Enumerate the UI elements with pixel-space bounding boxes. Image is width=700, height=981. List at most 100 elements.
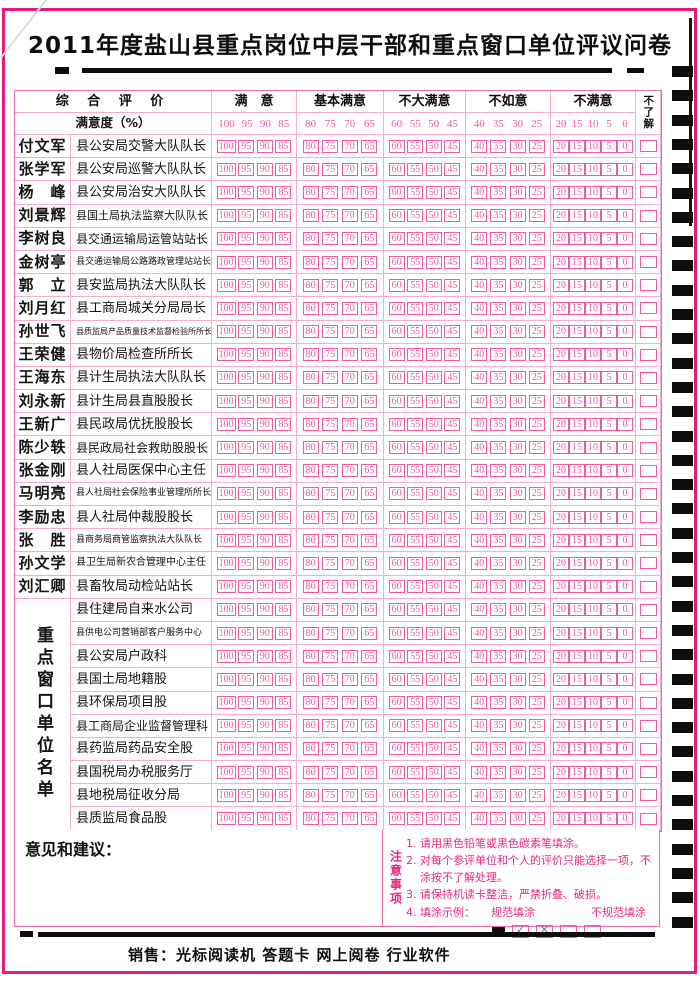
bubble-25[interactable]: 25 — [528, 348, 545, 362]
bubble-75[interactable]: 75 — [322, 371, 339, 385]
unknown-checkbox[interactable] — [639, 812, 657, 825]
bubble-10[interactable]: 10 — [585, 394, 601, 408]
bubble-40[interactable]: 40 — [471, 301, 488, 315]
bubble-45[interactable]: 45 — [444, 394, 461, 408]
bubble-35[interactable]: 35 — [490, 441, 507, 455]
bubble-15[interactable]: 15 — [569, 788, 585, 802]
bubble-95[interactable]: 95 — [238, 325, 255, 339]
bubble-40[interactable]: 40 — [471, 580, 488, 594]
bubble-95[interactable]: 95 — [238, 742, 255, 756]
bubble-85[interactable]: 85 — [275, 580, 292, 594]
bubble-100[interactable]: 100 — [216, 185, 236, 199]
unknown-checkbox[interactable] — [639, 464, 657, 477]
bubble-60[interactable]: 60 — [388, 325, 405, 339]
bubble-85[interactable]: 85 — [275, 278, 292, 292]
bubble-30[interactable]: 30 — [509, 278, 526, 292]
bubble-15[interactable]: 15 — [569, 139, 585, 153]
bubble-5[interactable]: 5 — [601, 765, 617, 779]
bubble-35[interactable]: 35 — [490, 139, 507, 153]
bubble-0[interactable]: 0 — [617, 649, 633, 663]
bubble-75[interactable]: 75 — [322, 510, 339, 524]
bubble-30[interactable]: 30 — [509, 464, 526, 478]
bubble-90[interactable]: 90 — [256, 371, 273, 385]
bubble-5[interactable]: 5 — [601, 580, 617, 594]
bubble-60[interactable]: 60 — [388, 371, 405, 385]
bubble-25[interactable]: 25 — [528, 139, 545, 153]
bubble-90[interactable]: 90 — [256, 696, 273, 710]
bubble-10[interactable]: 10 — [585, 371, 601, 385]
bubble-55[interactable]: 55 — [407, 325, 424, 339]
bubble-0[interactable]: 0 — [617, 742, 633, 756]
bubble-35[interactable]: 35 — [490, 533, 507, 547]
bubble-50[interactable]: 50 — [425, 232, 442, 246]
bubble-15[interactable]: 15 — [569, 162, 585, 176]
bubble-85[interactable]: 85 — [275, 626, 292, 640]
bubble-10[interactable]: 10 — [585, 765, 601, 779]
bubble-40[interactable]: 40 — [471, 626, 488, 640]
bubble-50[interactable]: 50 — [425, 788, 442, 802]
bubble-90[interactable]: 90 — [256, 441, 273, 455]
bubble-5[interactable]: 5 — [601, 325, 617, 339]
bubble-60[interactable]: 60 — [388, 209, 405, 223]
bubble-10[interactable]: 10 — [585, 417, 601, 431]
bubble-5[interactable]: 5 — [601, 603, 617, 617]
bubble-55[interactable]: 55 — [407, 464, 424, 478]
unknown-checkbox[interactable] — [639, 441, 657, 454]
bubble-100[interactable]: 100 — [216, 765, 236, 779]
bubble-70[interactable]: 70 — [341, 325, 358, 339]
bubble-70[interactable]: 70 — [341, 232, 358, 246]
bubble-100[interactable]: 100 — [216, 580, 236, 594]
bubble-5[interactable]: 5 — [601, 742, 617, 756]
unknown-checkbox[interactable] — [639, 256, 657, 269]
bubble-50[interactable]: 50 — [425, 533, 442, 547]
bubble-15[interactable]: 15 — [569, 371, 585, 385]
bubble-65[interactable]: 65 — [361, 742, 378, 756]
bubble-65[interactable]: 65 — [361, 441, 378, 455]
bubble-80[interactable]: 80 — [302, 278, 319, 292]
bubble-10[interactable]: 10 — [585, 672, 601, 686]
bubble-35[interactable]: 35 — [490, 464, 507, 478]
bubble-55[interactable]: 55 — [407, 139, 424, 153]
unknown-checkbox[interactable] — [639, 603, 657, 616]
unknown-checkbox[interactable] — [639, 627, 657, 640]
bubble-85[interactable]: 85 — [275, 812, 292, 826]
bubble-95[interactable]: 95 — [238, 417, 255, 431]
bubble-70[interactable]: 70 — [341, 788, 358, 802]
bubble-85[interactable]: 85 — [275, 301, 292, 315]
bubble-50[interactable]: 50 — [425, 696, 442, 710]
bubble-25[interactable]: 25 — [528, 278, 545, 292]
bubble-0[interactable]: 0 — [617, 348, 633, 362]
bubble-30[interactable]: 30 — [509, 348, 526, 362]
bubble-90[interactable]: 90 — [256, 209, 273, 223]
bubble-10[interactable]: 10 — [585, 464, 601, 478]
bubble-10[interactable]: 10 — [585, 348, 601, 362]
unknown-checkbox[interactable] — [639, 673, 657, 686]
bubble-15[interactable]: 15 — [569, 626, 585, 640]
bubble-95[interactable]: 95 — [238, 765, 255, 779]
bubble-0[interactable]: 0 — [617, 487, 633, 501]
bubble-5[interactable]: 5 — [601, 139, 617, 153]
bubble-75[interactable]: 75 — [322, 464, 339, 478]
bubble-80[interactable]: 80 — [302, 556, 319, 570]
bubble-25[interactable]: 25 — [528, 696, 545, 710]
bubble-70[interactable]: 70 — [341, 348, 358, 362]
bubble-30[interactable]: 30 — [509, 417, 526, 431]
bubble-95[interactable]: 95 — [238, 371, 255, 385]
bubble-80[interactable]: 80 — [302, 742, 319, 756]
bubble-45[interactable]: 45 — [444, 232, 461, 246]
bubble-80[interactable]: 80 — [302, 301, 319, 315]
bubble-25[interactable]: 25 — [528, 533, 545, 547]
bubble-85[interactable]: 85 — [275, 255, 292, 269]
bubble-25[interactable]: 25 — [528, 394, 545, 408]
unknown-checkbox[interactable] — [639, 742, 657, 755]
bubble-85[interactable]: 85 — [275, 603, 292, 617]
bubble-70[interactable]: 70 — [341, 649, 358, 663]
bubble-100[interactable]: 100 — [216, 649, 236, 663]
bubble-65[interactable]: 65 — [361, 719, 378, 733]
bubble-55[interactable]: 55 — [407, 209, 424, 223]
bubble-25[interactable]: 25 — [528, 255, 545, 269]
bubble-45[interactable]: 45 — [444, 278, 461, 292]
bubble-15[interactable]: 15 — [569, 464, 585, 478]
bubble-100[interactable]: 100 — [216, 812, 236, 826]
bubble-95[interactable]: 95 — [238, 394, 255, 408]
